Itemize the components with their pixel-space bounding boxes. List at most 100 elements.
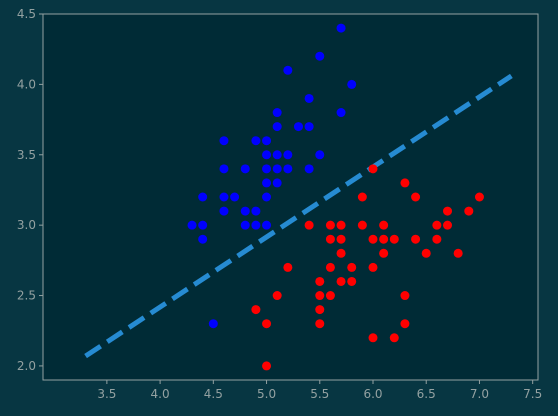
scatter-point-s1-15 — [336, 248, 346, 258]
y-tick-label: 3.5 — [17, 148, 36, 162]
scatter-point-s1-8 — [315, 291, 325, 301]
scatter-point-s1-33 — [400, 178, 410, 188]
scatter-point-s1-38 — [432, 220, 442, 230]
scatter-point-s1-11 — [325, 262, 335, 272]
scatter-point-s1-2 — [262, 319, 272, 329]
scatter-point-s0-30 — [293, 122, 303, 132]
scatter-point-s0-3 — [198, 192, 208, 202]
scatter-point-s0-19 — [262, 164, 272, 174]
scatter-point-s0-22 — [272, 178, 282, 188]
scatter-point-s1-37 — [432, 234, 442, 244]
scatter-point-s1-32 — [400, 291, 410, 301]
y-tick-label: 4.5 — [17, 7, 36, 21]
scatter-point-s0-20 — [262, 150, 272, 160]
scatter-point-s1-12 — [325, 234, 335, 244]
scatter-point-s0-38 — [347, 79, 357, 89]
scatter-point-s0-28 — [283, 150, 293, 160]
scatter-point-s0-2 — [198, 220, 208, 230]
scatter-point-s0-11 — [240, 206, 250, 216]
scatter-point-s0-26 — [272, 108, 282, 118]
scatter-point-s0-31 — [304, 164, 314, 174]
scatter-point-s1-1 — [262, 361, 272, 371]
y-tick-label: 4.0 — [17, 77, 36, 91]
scatter-point-s1-10 — [325, 291, 335, 301]
scatter-point-s0-25 — [272, 122, 282, 132]
x-tick-label: 7.0 — [470, 387, 489, 401]
scatter-point-s0-27 — [283, 164, 293, 174]
scatter-point-s1-39 — [443, 220, 453, 230]
points-layer — [187, 23, 484, 371]
scatter-point-s1-42 — [464, 206, 474, 216]
scatter-point-s1-26 — [379, 248, 389, 258]
x-tick-label: 4.0 — [151, 387, 170, 401]
scatter-point-s0-6 — [219, 192, 229, 202]
scatter-point-s1-22 — [368, 333, 378, 343]
scatter-point-s1-24 — [368, 234, 378, 244]
scatter-point-s1-4 — [283, 262, 293, 272]
scatter-point-s0-15 — [251, 136, 261, 146]
scatter-point-s0-17 — [262, 192, 272, 202]
scatter-point-s0-37 — [336, 23, 346, 33]
scatter-point-s0-0 — [187, 220, 197, 230]
scatter-point-s1-17 — [336, 220, 346, 230]
scatter-point-s0-8 — [219, 136, 229, 146]
scatter-point-s1-35 — [411, 192, 421, 202]
scatter-point-s0-34 — [315, 150, 325, 160]
x-tick-label: 7.5 — [523, 387, 542, 401]
scatter-point-s0-13 — [251, 220, 261, 230]
scatter-point-s1-0 — [251, 305, 261, 315]
scatter-point-s0-16 — [262, 220, 272, 230]
x-tick-label: 6.0 — [363, 387, 382, 401]
decision-boundary-line — [84, 73, 513, 359]
scatter-point-s1-41 — [453, 248, 463, 258]
y-tick-label: 2.0 — [17, 359, 36, 373]
scatter-point-s1-14 — [336, 276, 346, 286]
scatter-point-s1-3 — [272, 291, 282, 301]
scatter-point-s0-12 — [240, 164, 250, 174]
y-tick-label: 3.0 — [17, 218, 36, 232]
scatter-point-s0-1 — [198, 234, 208, 244]
scatter-point-s0-24 — [272, 150, 282, 160]
scatter-point-s0-4 — [208, 319, 218, 329]
scatter-point-s1-23 — [368, 262, 378, 272]
scatter-point-s1-9 — [315, 276, 325, 286]
plot-area — [42, 13, 539, 381]
scatter-point-s0-32 — [304, 122, 314, 132]
scatter-point-s0-23 — [272, 164, 282, 174]
scatter-point-s0-10 — [240, 220, 250, 230]
scatter-point-s0-18 — [262, 178, 272, 188]
scatter-point-s0-9 — [230, 192, 240, 202]
x-axis: 3.5 4.0 4.5 5.0 5.5 6.0 6.5 7.0 7.5 — [97, 380, 542, 401]
scatter-point-s1-36 — [421, 248, 431, 258]
scatter-point-s1-6 — [315, 319, 325, 329]
scatter-point-s0-29 — [283, 65, 293, 75]
scatter-point-s1-18 — [347, 276, 357, 286]
scatter-point-s1-5 — [304, 220, 314, 230]
scatter-point-s1-13 — [325, 220, 335, 230]
x-tick-label: 5.5 — [310, 387, 329, 401]
scatter-point-s1-28 — [379, 220, 389, 230]
x-tick-label: 4.5 — [204, 387, 223, 401]
scatter-point-s1-20 — [357, 220, 367, 230]
scatter-point-s0-5 — [219, 206, 229, 216]
scatter-point-s1-25 — [368, 164, 378, 174]
x-tick-label: 5.0 — [257, 387, 276, 401]
scatter-point-s1-19 — [347, 262, 357, 272]
scatter-point-s1-43 — [474, 192, 484, 202]
scatter-point-s1-31 — [400, 319, 410, 329]
scatter-point-s0-14 — [251, 206, 261, 216]
scatter-point-s1-34 — [411, 234, 421, 244]
x-tick-label: 3.5 — [97, 387, 116, 401]
x-tick-label: 6.5 — [417, 387, 436, 401]
y-tick-label: 2.5 — [17, 289, 36, 303]
decision-boundary-layer — [84, 73, 513, 359]
y-axis: 2.0 2.5 3.0 3.5 4.0 4.5 — [17, 7, 43, 373]
scatter-point-s1-7 — [315, 305, 325, 315]
scatter-point-s1-30 — [389, 234, 399, 244]
scatter-point-s0-21 — [262, 136, 272, 146]
scatter-point-s1-27 — [379, 234, 389, 244]
scatter-point-s0-35 — [315, 51, 325, 61]
scatter-point-s1-40 — [443, 206, 453, 216]
scatter-point-s1-29 — [389, 333, 399, 343]
